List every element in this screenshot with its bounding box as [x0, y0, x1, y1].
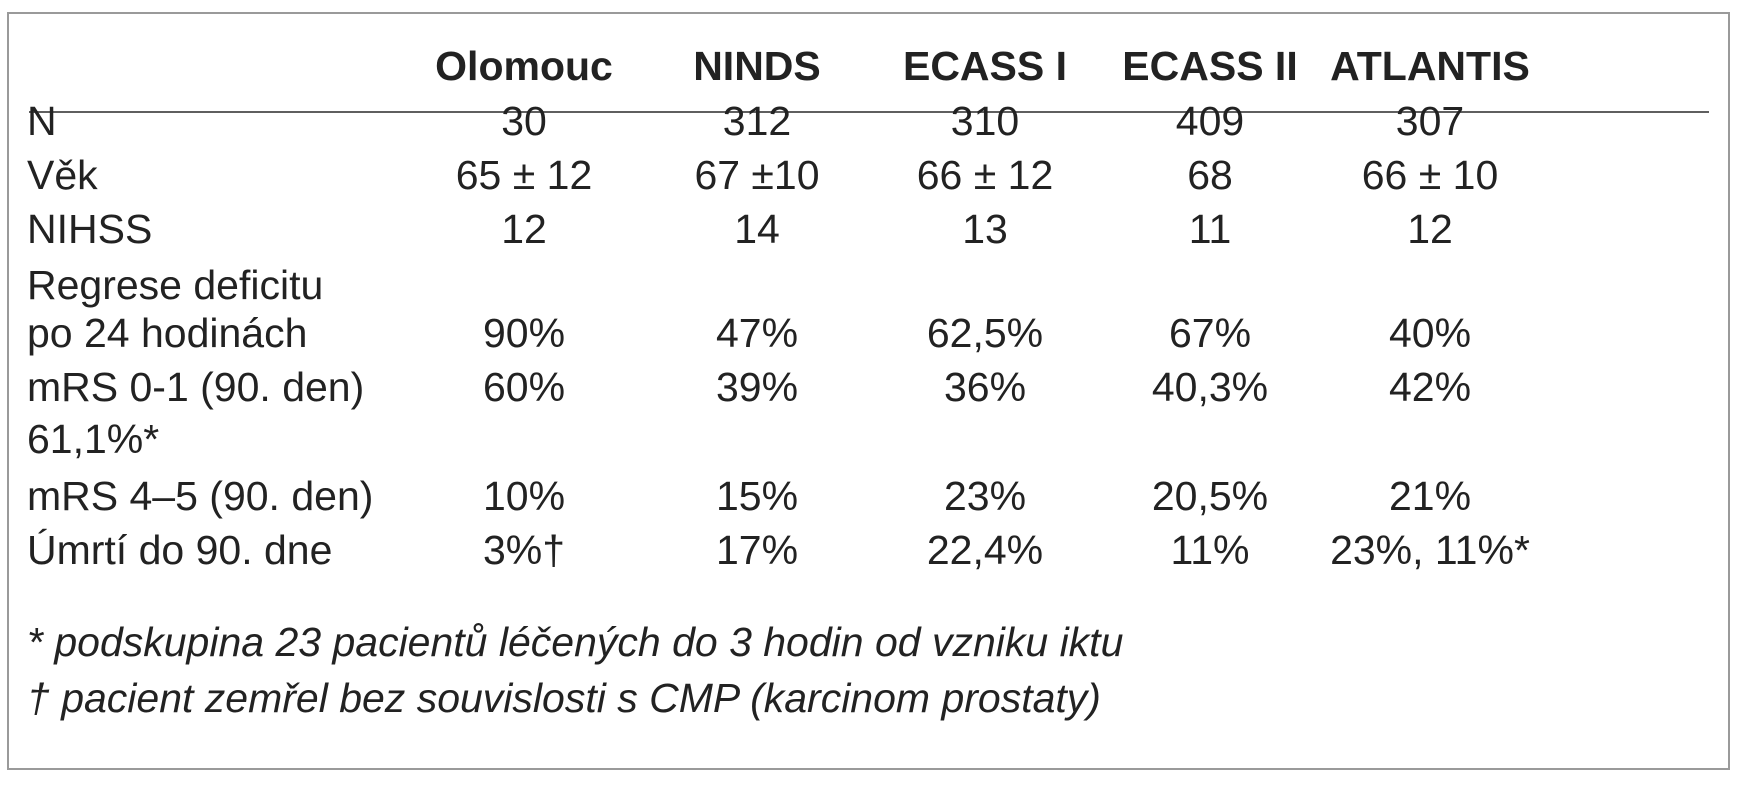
cell-regrese-ecass1: 62,5% — [926, 310, 1044, 356]
col-header-ninds: NINDS — [693, 43, 821, 89]
cell-nihss-ecass2: 11 — [1188, 206, 1232, 252]
cell-vek-ninds: 67 ±10 — [694, 152, 820, 198]
row-label-nihss: NIHSS — [27, 206, 153, 252]
cell-vek-ecass2: 68 — [1187, 152, 1233, 198]
cell-mrs01-ninds: 39% — [715, 364, 799, 410]
row-label-n: N — [27, 98, 57, 144]
cell-vek-atlantis: 66 ± 10 — [1361, 152, 1499, 198]
cell-mrs45-atlantis: 21% — [1388, 473, 1472, 519]
cell-nihss-atlantis: 12 — [1407, 206, 1453, 252]
row-label-umrti: Úmrtí do 90. dne — [27, 527, 333, 573]
cell-nihss-ecass1: 13 — [962, 206, 1008, 252]
footnote-asterisk: * podskupina 23 pacientů léčených do 3 h… — [27, 619, 1124, 665]
cell-n-ecass2: 409 — [1175, 98, 1245, 144]
cell-mrs01-olomouc: 60% — [482, 364, 566, 410]
row-label-regrese-line2: po 24 hodinách — [27, 310, 308, 356]
cell-regrese-olomouc: 90% — [482, 310, 566, 356]
cell-regrese-ecass2: 67% — [1168, 310, 1252, 356]
cell-nihss-ninds: 14 — [734, 206, 780, 252]
cell-mrs45-ecass2: 20,5% — [1151, 473, 1269, 519]
cell-umrti-ecass2: 11% — [1170, 527, 1250, 573]
cell-mrs01-ecass2: 40,3% — [1151, 364, 1269, 410]
row-label-mrs01-line2: 61,1%* — [27, 416, 160, 462]
cell-n-atlantis: 307 — [1395, 98, 1465, 144]
cell-nihss-olomouc: 12 — [501, 206, 547, 252]
cell-vek-olomouc: 65 ± 12 — [455, 152, 593, 198]
row-label-regrese: Regrese deficitu — [27, 262, 324, 308]
col-header-ecass2: ECASS II — [1122, 43, 1298, 89]
cell-mrs01-ecass1: 36% — [943, 364, 1027, 410]
cell-umrti-olomouc: 3%† — [482, 527, 566, 573]
table-frame: Olomouc NINDS ECASS I ECASS II ATLANTIS … — [7, 12, 1730, 770]
col-header-atlantis: ATLANTIS — [1330, 43, 1530, 89]
col-header-olomouc: Olomouc — [435, 43, 613, 89]
cell-mrs45-olomouc: 10% — [482, 473, 566, 519]
cell-umrti-ecass1: 22,4% — [926, 527, 1044, 573]
col-header-ecass1: ECASS I — [902, 43, 1068, 89]
cell-umrti-atlantis: 23%, 11%* — [1330, 527, 1530, 573]
cell-regrese-ninds: 47% — [715, 310, 799, 356]
cell-n-olomouc: 30 — [501, 98, 547, 144]
cell-mrs01-atlantis: 42% — [1388, 364, 1472, 410]
cell-mrs45-ninds: 15% — [715, 473, 799, 519]
row-label-vek: Věk — [27, 152, 98, 198]
cell-regrese-atlantis: 40% — [1388, 310, 1472, 356]
row-label-mrs45: mRS 4–5 (90. den) — [27, 473, 374, 519]
cell-mrs45-ecass1: 23% — [943, 473, 1027, 519]
footnote-dagger: † pacient zemřel bez souvislosti s CMP (… — [27, 675, 1101, 721]
cell-n-ecass1: 310 — [950, 98, 1020, 144]
cell-n-ninds: 312 — [722, 98, 792, 144]
cell-umrti-ninds: 17% — [715, 527, 799, 573]
cell-vek-ecass1: 66 ± 12 — [916, 152, 1054, 198]
header-rule — [29, 111, 1709, 113]
row-label-mrs01: mRS 0-1 (90. den) — [27, 364, 365, 410]
